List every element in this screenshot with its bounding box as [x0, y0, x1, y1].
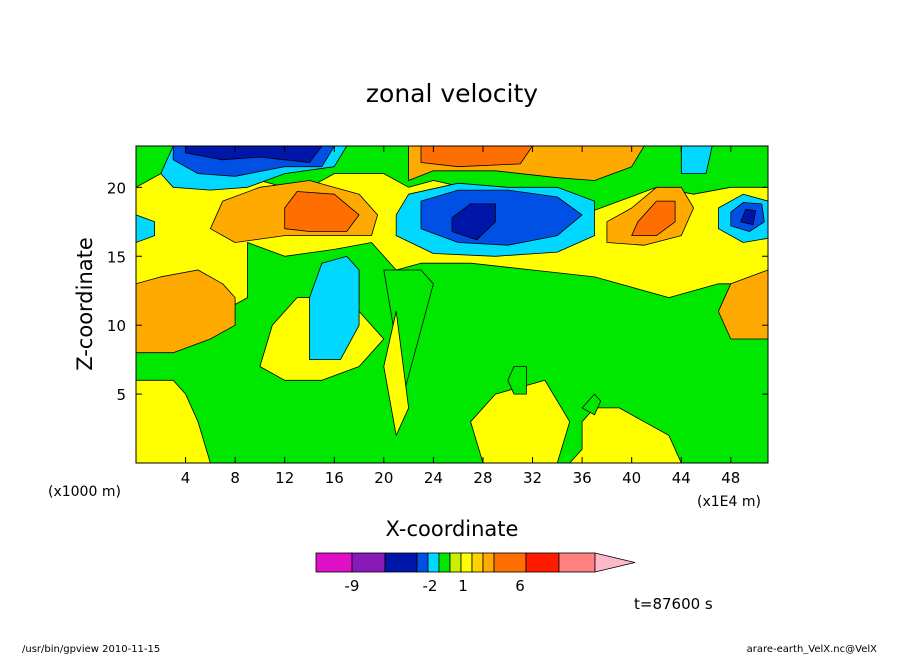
y-tick-label: 10 [107, 317, 126, 335]
contour-region-0 [136, 242, 768, 463]
contour-region-26 [420, 146, 533, 168]
contour-region-7 [581, 393, 602, 416]
colorbar-tick-label: -2 [423, 577, 438, 595]
colorbar [315, 552, 636, 573]
y-tick-label: 15 [107, 248, 126, 266]
colorbar-tick-labels: -9 -2 1 6 [345, 577, 525, 595]
x-tick-label: 44 [672, 469, 691, 487]
x-tick-label: 20 [374, 469, 393, 487]
contour-region-27 [680, 146, 713, 175]
colorbar-cell [315, 552, 353, 573]
contour-region-24 [185, 146, 323, 163]
x-tick-label: 36 [573, 469, 592, 487]
x-unit-right: (x1E4 m) [697, 494, 761, 510]
footer-left: /usr/bin/gpview 2010-11-15 [22, 644, 160, 654]
x-axis-label: X-coordinate [386, 517, 519, 541]
contour-region-15 [631, 200, 676, 237]
y-tick-label: 20 [107, 179, 126, 197]
colorbar-cell [449, 552, 462, 573]
colorbar-arrow [594, 552, 636, 573]
x-tick-label: 8 [230, 469, 240, 487]
colorbar-cell [460, 552, 473, 573]
colorbar-cell [427, 552, 440, 573]
x-tick-label: 28 [473, 469, 492, 487]
contour-region-3 [383, 310, 410, 436]
contour-region-9 [718, 269, 768, 340]
contour-region-10 [309, 255, 360, 361]
contour-region-8 [136, 269, 236, 354]
x-tick-label: 24 [424, 469, 443, 487]
x-tick-label: 48 [721, 469, 740, 487]
y-axis-ticks: 5 10 15 20 [107, 179, 768, 404]
contour-field [136, 146, 768, 463]
colorbar-tick-label: 6 [515, 577, 525, 595]
x-tick-label: 40 [622, 469, 641, 487]
contour-region-6 [507, 366, 527, 395]
time-label: t=87600 s [634, 595, 713, 613]
x-tick-label: 4 [181, 469, 191, 487]
plot-frame [135, 145, 769, 464]
colorbar-cell [351, 552, 386, 573]
x-unit-left: (x1000 m) [48, 484, 121, 500]
contour-region-21 [740, 208, 756, 226]
colorbar-cell [558, 552, 596, 573]
colorbar-cell [438, 552, 451, 573]
colorbar-cell [416, 552, 429, 573]
colorbar-cell [525, 552, 560, 573]
footer-right: arare-earth_VelX.nc@VelX [747, 644, 878, 654]
contour-region-18 [451, 203, 496, 241]
contour-region-11 [136, 214, 156, 243]
colorbar-tick-label: 1 [458, 577, 468, 595]
colorbar-cell [493, 552, 527, 573]
contour-region-5 [470, 379, 571, 463]
x-axis-ticks: 4 8 12 16 20 24 28 32 36 40 44 48 [181, 146, 740, 487]
colorbar-cell [482, 552, 495, 573]
colorbar-tick-label: -9 [345, 577, 360, 595]
chart-title: zonal velocity [366, 79, 538, 108]
colorbar-cell [384, 552, 418, 573]
contour-region-13 [284, 191, 360, 232]
x-tick-label: 32 [523, 469, 542, 487]
x-tick-label: 16 [325, 469, 344, 487]
y-axis-label: Z-coordinate [73, 237, 97, 371]
colorbar-cell [471, 552, 484, 573]
y-tick-label: 5 [116, 386, 126, 404]
x-tick-label: 12 [275, 469, 294, 487]
